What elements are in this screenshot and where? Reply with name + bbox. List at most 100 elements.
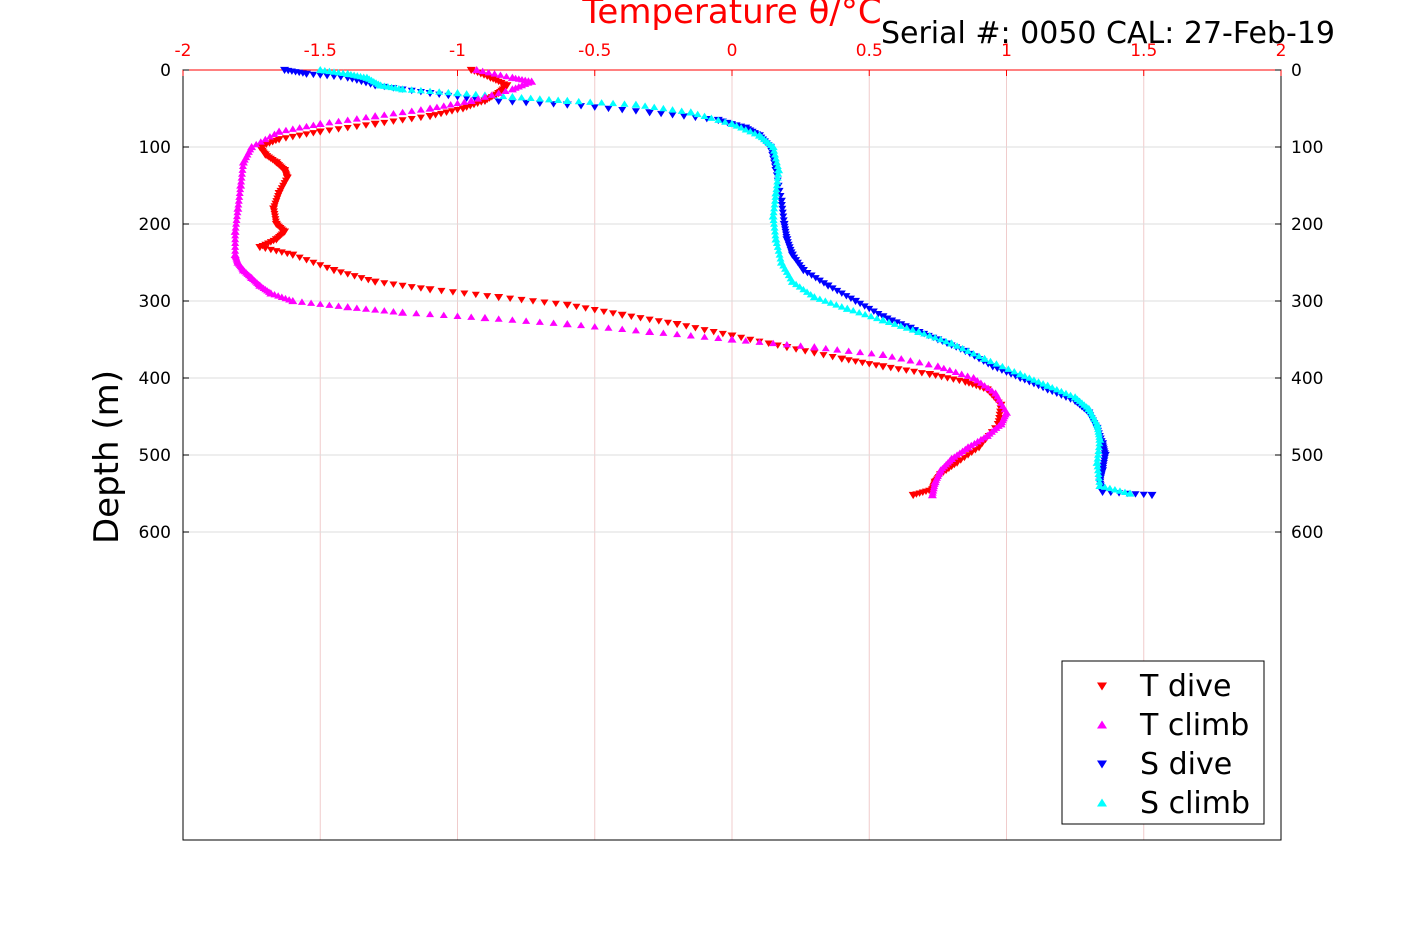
interpolated-marker [618,325,627,333]
interpolated-marker [773,174,782,181]
interpolated-marker [945,366,954,374]
interpolated-marker [380,280,389,287]
interpolated-marker [771,193,780,200]
interpolated-marker [508,316,517,323]
interpolated-marker [522,317,531,324]
interpolated-marker [992,360,1001,367]
interpolated-marker [924,360,933,368]
legend-box [1061,660,1265,825]
interpolated-marker [750,129,759,137]
interpolated-marker [832,301,841,308]
interpolated-marker [897,355,906,362]
interpolated-marker [620,100,629,107]
interpolated-marker [577,321,586,329]
interpolated-marker [860,303,869,310]
y-tick-label-left: 0 [160,61,171,81]
interpolated-marker [1039,380,1048,387]
interpolated-marker [323,72,332,80]
data-point [851,297,861,306]
interpolated-marker [998,362,1007,370]
interpolated-marker [771,197,780,204]
interpolated-marker [1094,470,1103,478]
interpolated-marker [389,118,398,125]
interpolated-marker [718,330,727,338]
interpolated-marker [958,344,967,352]
interpolated-marker [631,326,640,334]
interpolated-marker [1095,478,1104,485]
interpolated-marker [888,353,897,360]
interpolated-marker [1093,462,1102,470]
interpolated-marker [707,114,716,121]
interpolated-marker [773,162,782,170]
interpolated-marker [796,342,805,349]
interpolated-marker [590,323,599,330]
interpolated-marker [462,90,471,97]
interpolated-marker [426,87,435,94]
interpolated-marker [770,147,779,154]
chart-title: Temperature θ/°C [581,0,881,32]
interpolated-marker [302,122,311,130]
interpolated-marker [334,302,343,309]
series-s-climb [315,65,1135,497]
interpolated-marker [828,354,837,361]
interpolated-marker [960,454,969,462]
interpolated-marker [412,309,421,317]
x-tick-label: -0.5 [578,41,611,61]
interpolated-marker [407,284,416,291]
interpolated-marker [856,348,865,356]
x-tick-label: -2 [175,41,192,61]
interpolated-marker [231,235,240,243]
interpolated-marker [545,95,553,103]
interpolated-marker [238,162,247,170]
interpolated-marker [581,305,590,312]
interpolated-marker [307,299,316,306]
interpolated-marker [659,329,668,336]
interpolated-marker [316,300,325,307]
interpolated-marker [894,366,903,373]
data-point [1125,489,1135,497]
interpolated-marker [772,158,781,166]
data-point [878,350,888,359]
data-point [398,308,408,316]
interpolated-marker [819,280,828,287]
interpolated-marker [865,305,874,313]
data-point [933,362,943,370]
interpolated-marker [309,121,318,128]
interpolated-marker [295,254,304,261]
interpolated-marker [577,103,586,110]
interpolated-marker [350,273,359,280]
interpolated-marker [1094,474,1103,481]
interpolated-marker [316,262,325,269]
interpolated-marker [352,115,361,122]
legend-marker [1097,720,1107,729]
interpolated-marker [915,359,924,366]
interpolated-marker [352,304,361,311]
y-tick-label-right: 400 [1291,369,1323,389]
x-tick-label: -1.5 [304,41,337,61]
interpolated-marker [902,367,911,374]
interpolated-marker [906,357,915,364]
interpolated-marker [490,70,499,77]
data-point [798,267,808,275]
interpolated-marker [526,94,535,102]
interpolated-marker [851,358,860,365]
interpolated-marker [910,368,919,376]
interpolated-marker [549,319,558,326]
interpolated-marker [502,72,511,80]
interpolated-marker [861,310,870,318]
interpolated-marker [551,300,560,308]
data-point [494,294,504,302]
y-tick-label-right: 300 [1291,292,1323,312]
interpolated-marker [487,91,496,98]
series-layer [230,65,1157,500]
interpolated-marker [435,88,444,95]
data-point [809,293,819,301]
data-point [1147,491,1157,500]
interpolated-marker [654,318,663,325]
interpolated-marker [426,310,435,318]
interpolated-marker [772,181,781,189]
interpolated-marker [302,131,311,138]
legend-marker [1097,798,1107,807]
data-point [562,301,572,309]
interpolated-marker [957,370,966,377]
